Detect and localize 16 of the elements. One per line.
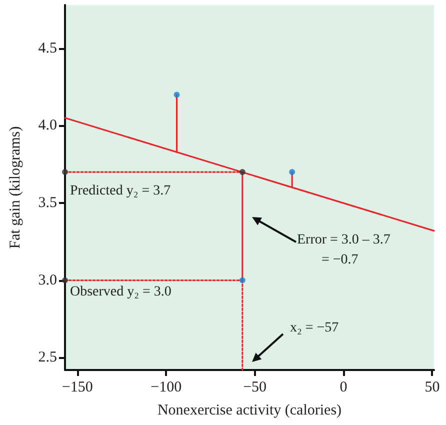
y-tick-label: 2.5 (38, 350, 57, 366)
x-tick-label: 0 (340, 380, 348, 396)
x-tick-label: −150 (62, 380, 93, 396)
x-axis-title: Nonexercise activity (calories) (157, 402, 342, 418)
x-tick-label: −100 (150, 380, 182, 396)
annotation: Predicted y₂ = 3.7 (70, 184, 171, 198)
y-tick-label: 3.5 (38, 194, 57, 211)
y-tick-label: 4.5 (38, 40, 57, 56)
y-tick-label: 4.0 (38, 118, 57, 134)
annotation: Error = 3.0 – 3.7 = −0.7 (297, 232, 390, 268)
x-tick-label: 50 (424, 380, 440, 396)
x-tick-label: −50 (243, 380, 267, 396)
y-tick-label: 3.0 (38, 272, 57, 288)
annotation: Observed y₂ = 3.0 (70, 284, 172, 300)
annotation: x₂ = −57 (290, 320, 339, 336)
y-axis-title: Fat gain (kilograms) (8, 126, 24, 249)
